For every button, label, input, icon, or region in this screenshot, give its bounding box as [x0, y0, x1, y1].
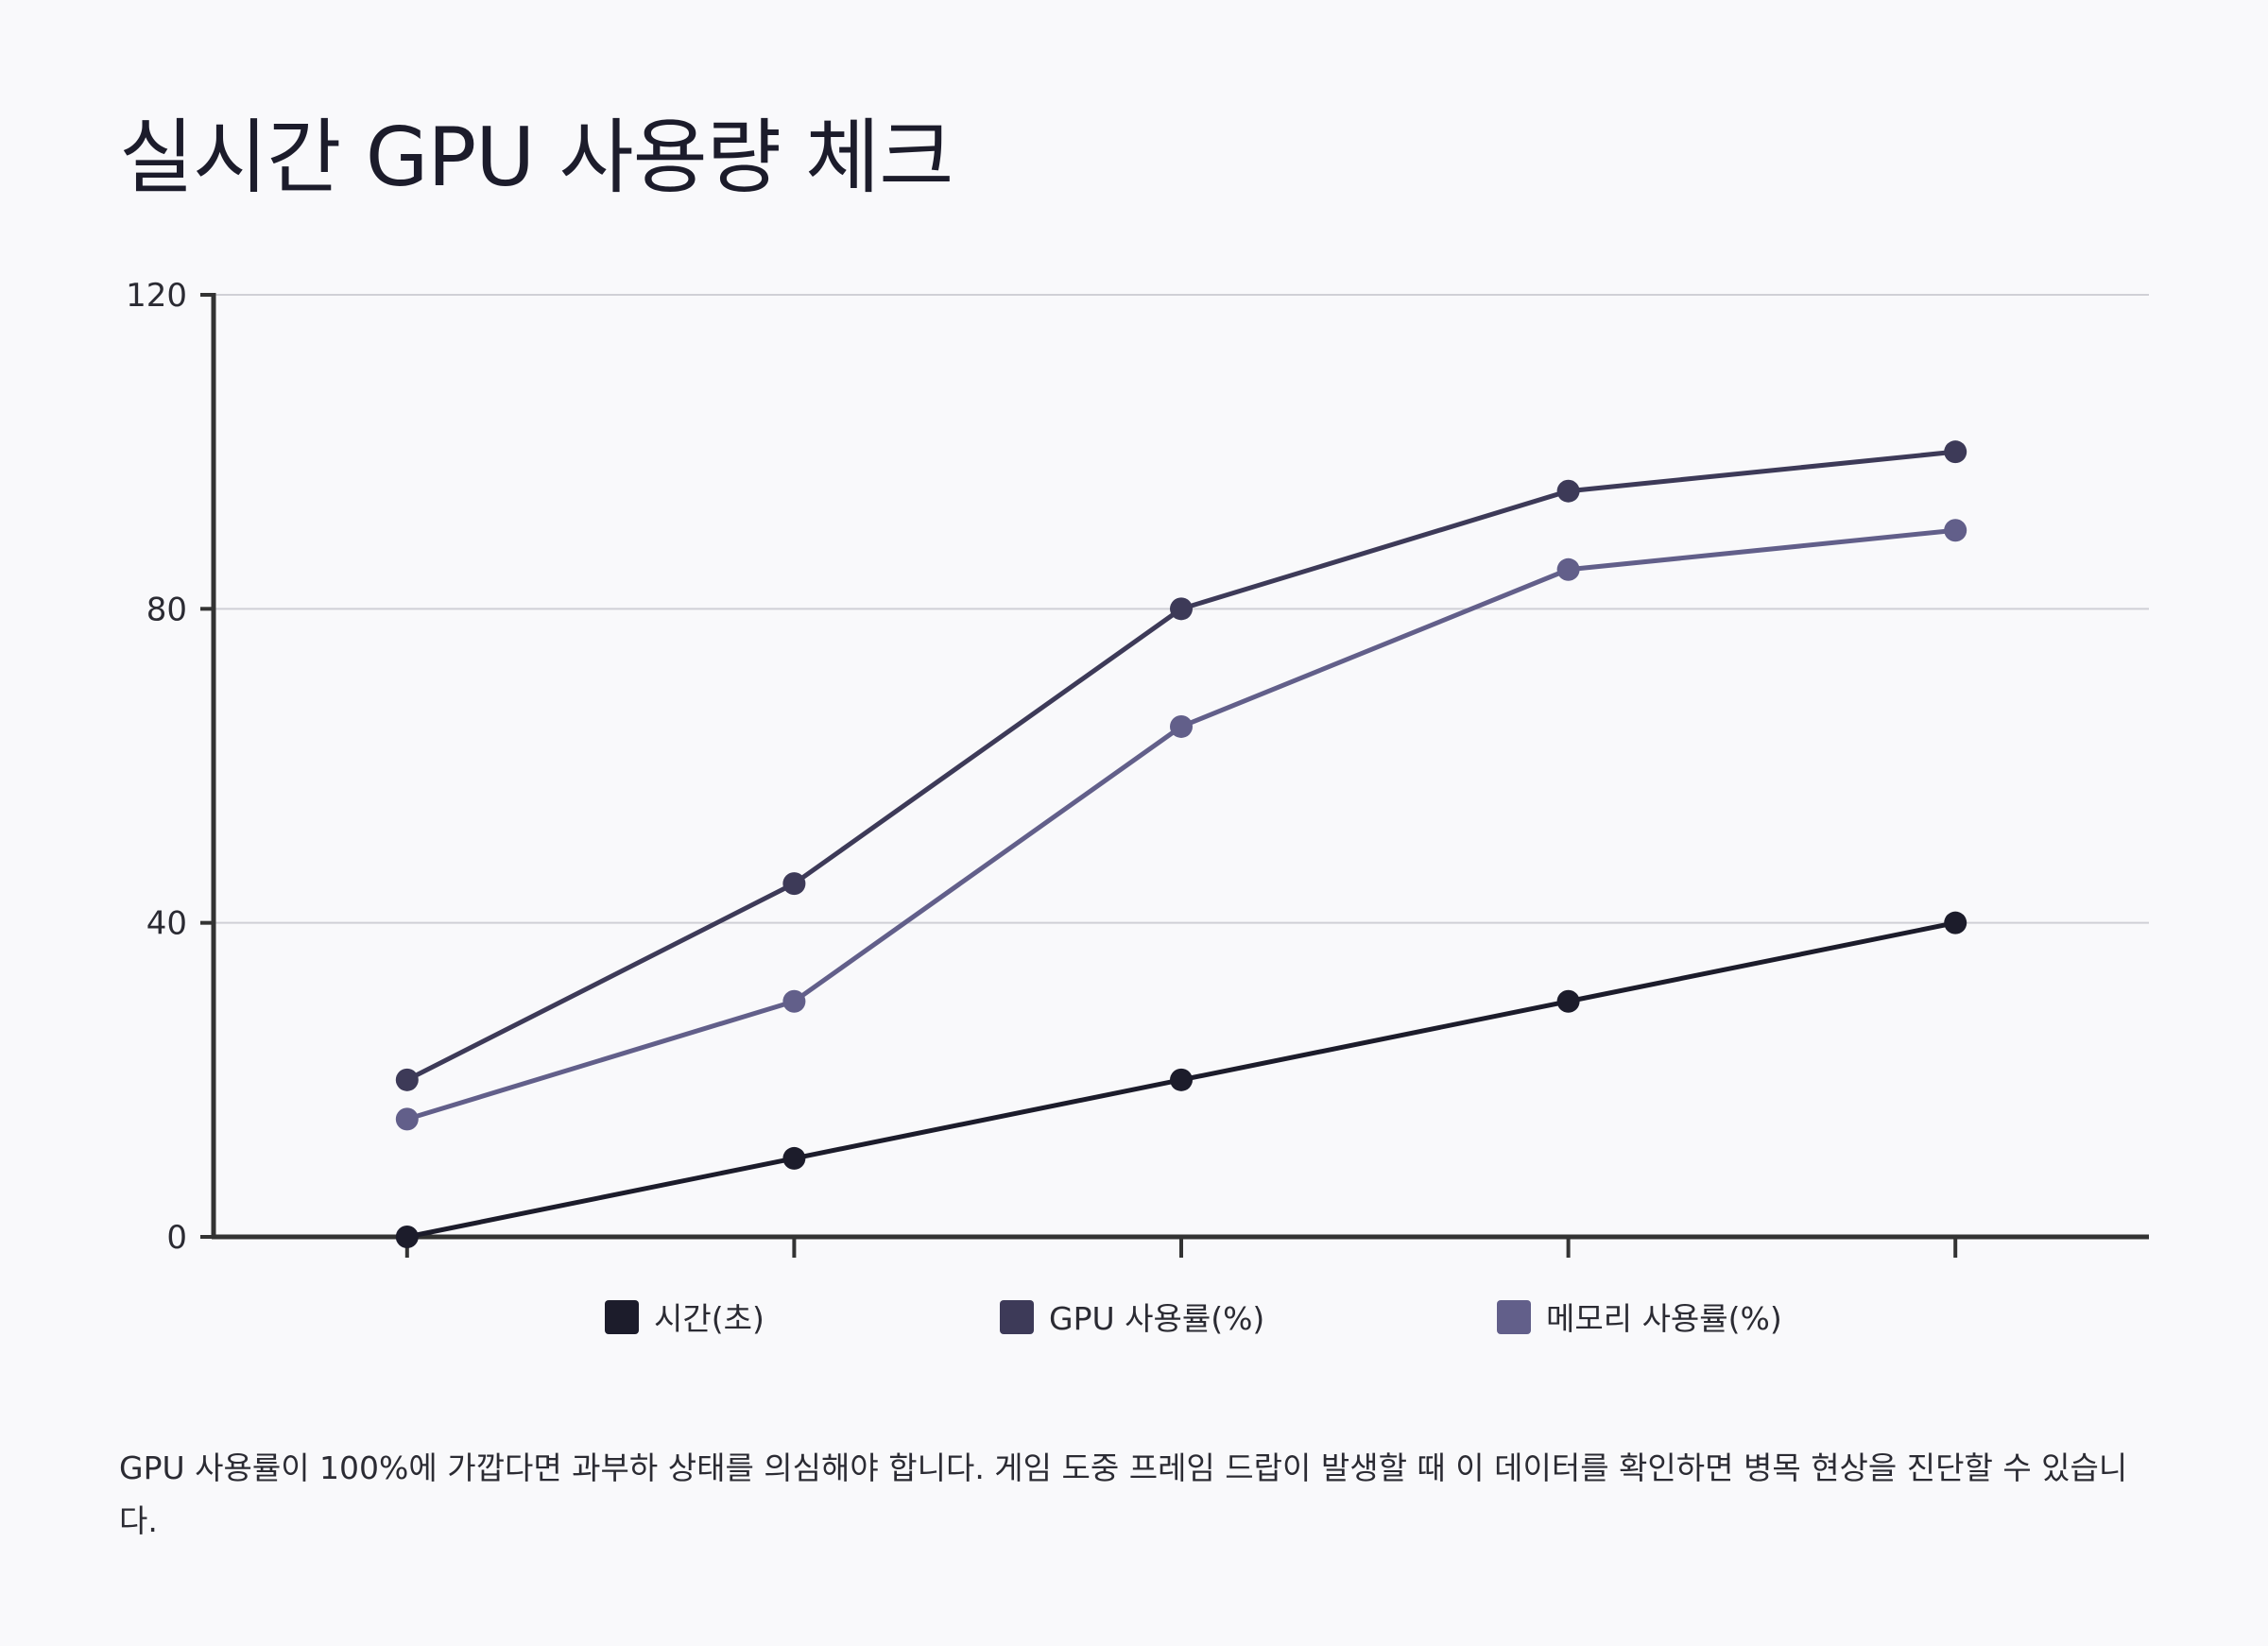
data-point — [395, 1226, 419, 1248]
y-tick-label: 0 — [166, 1219, 187, 1257]
data-point — [395, 1107, 419, 1131]
data-point — [1556, 479, 1580, 503]
series-line — [404, 449, 1958, 1083]
legend-label: 시간(초) — [654, 1300, 765, 1337]
data-point — [782, 872, 806, 896]
y-tick-label: 80 — [146, 591, 187, 628]
legend-label: 메모리 사용률(%) — [1546, 1300, 1782, 1337]
data-point — [782, 1146, 806, 1170]
legend-label: GPU 사용률(%) — [1049, 1300, 1264, 1337]
legend-item: 메모리 사용률(%) — [1497, 1300, 1782, 1337]
data-point — [1170, 597, 1193, 621]
data-point — [1170, 1068, 1193, 1091]
legend-item: 시간(초) — [605, 1300, 765, 1337]
data-point — [782, 989, 806, 1013]
data-point — [1170, 714, 1193, 738]
chart-caption: GPU 사용률이 100%에 가깝다면 과부하 상태를 의심해야 합니다. 게임… — [119, 1449, 2128, 1539]
data-point — [1944, 911, 1967, 934]
legend-swatch — [1000, 1300, 1034, 1334]
legend-item: GPU 사용률(%) — [1000, 1300, 1264, 1337]
data-point — [1556, 989, 1580, 1013]
legend: 시간(초) GPU 사용률(%) 메모리 사용률(%) — [605, 1300, 1782, 1337]
legend-swatch — [1497, 1300, 1531, 1334]
data-point — [395, 1068, 419, 1091]
data-point — [1944, 519, 1967, 542]
legend-swatch — [605, 1300, 639, 1334]
data-point — [1944, 440, 1967, 464]
page-title: 실시간 GPU 사용량 체크 — [119, 111, 954, 205]
y-tick-label: 120 — [126, 277, 187, 315]
data-point — [1556, 557, 1580, 581]
y-tick-label: 40 — [146, 905, 187, 943]
series-lines — [395, 440, 1967, 1248]
